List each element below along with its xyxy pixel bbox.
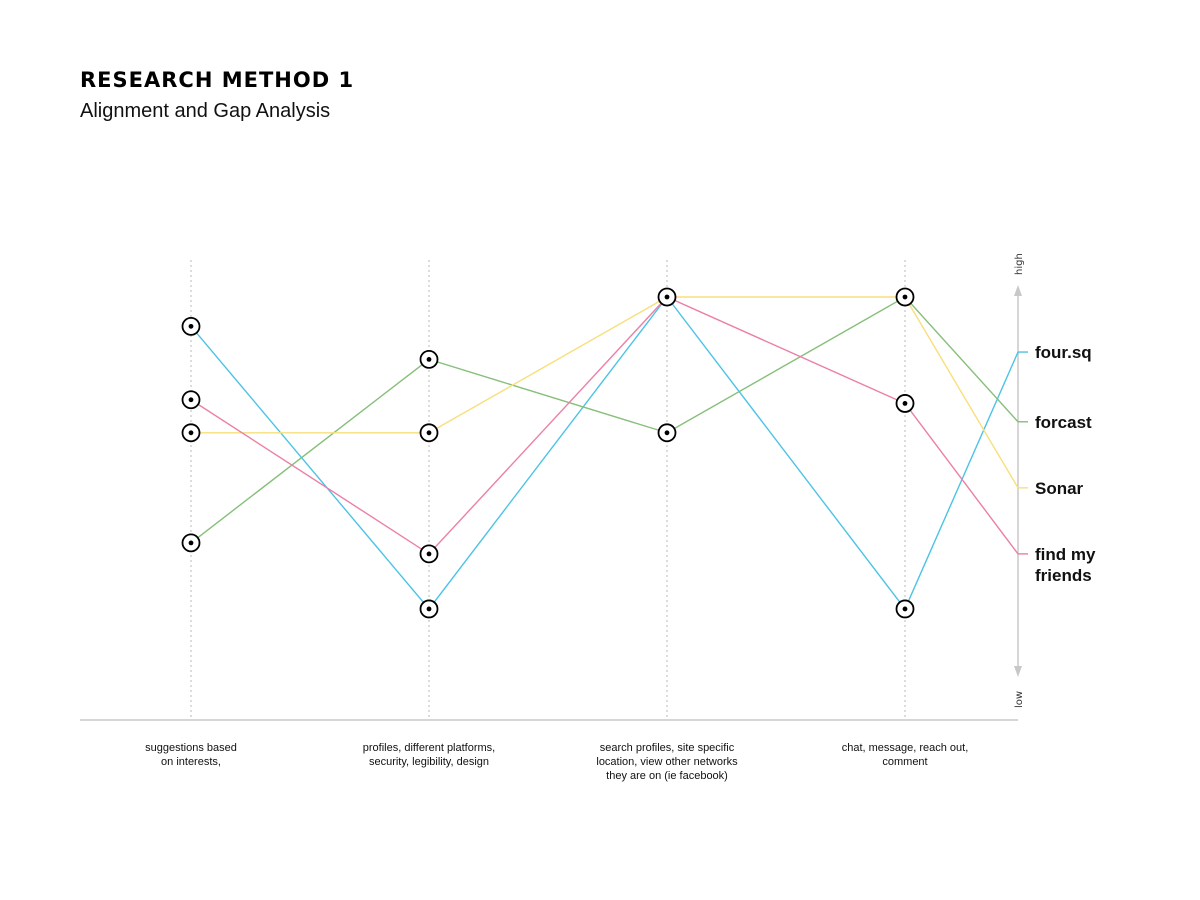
data-point-dot bbox=[188, 430, 194, 436]
category-label-1: suggestions based on interests, bbox=[145, 742, 237, 768]
labels-layer: suggestions based on interests, profiles, … bbox=[145, 343, 1096, 782]
legend-label-four-sq: four.sq bbox=[1035, 343, 1092, 362]
category-label-4: chat, message, reach out, comment bbox=[842, 742, 969, 768]
data-point-dot bbox=[426, 606, 432, 612]
data-point-dot bbox=[426, 430, 432, 436]
legend-label-forcast: forcast bbox=[1035, 413, 1092, 432]
y-axis-arrow-up-icon bbox=[1014, 285, 1022, 296]
data-point-four-sq-1 bbox=[181, 316, 201, 336]
series-line-find-my-friends bbox=[190, 296, 1019, 555]
y-axis-arrow-down-icon bbox=[1014, 666, 1022, 677]
data-point-four-sq-2 bbox=[419, 599, 439, 619]
data-point-forcast-1 bbox=[181, 533, 201, 553]
series-line-forcast bbox=[190, 296, 1019, 544]
series-line-sonar bbox=[191, 296, 1019, 489]
y-axis-high-label: high bbox=[1014, 253, 1025, 275]
data-point-forcast-3 bbox=[657, 423, 677, 443]
data-point-dot bbox=[902, 401, 908, 406]
data-point-forcast-2 bbox=[419, 349, 439, 369]
data-point-dot bbox=[188, 540, 194, 546]
lines-layer bbox=[190, 295, 1028, 611]
data-point-dot bbox=[426, 551, 432, 557]
category-label-2: profiles, different platforms, security, … bbox=[363, 742, 495, 768]
data-point-four-sq-3 bbox=[657, 287, 677, 307]
page-title: RESEARCH METHOD 1 bbox=[80, 68, 355, 92]
data-point-find-my-friends-1 bbox=[181, 390, 201, 410]
data-point-dot bbox=[664, 294, 670, 300]
page-subtitle: Alignment and Gap Analysis bbox=[80, 100, 331, 122]
points-layer bbox=[181, 287, 915, 619]
data-point-dot bbox=[426, 356, 432, 362]
data-point-forcast-4 bbox=[895, 287, 915, 307]
data-point-find-my-friends-4 bbox=[895, 394, 915, 413]
data-point-four-sq-4 bbox=[895, 599, 915, 619]
data-point-sonar-2 bbox=[419, 423, 439, 443]
axis-layer: high low bbox=[80, 253, 1025, 721]
data-point-dot bbox=[902, 606, 908, 612]
category-label-3: search profiles, site specific location, … bbox=[596, 742, 738, 782]
legend-label-find-my-friends: find my friends bbox=[1035, 545, 1096, 585]
data-point-dot bbox=[188, 397, 194, 403]
data-point-dot bbox=[664, 430, 670, 436]
data-point-sonar-1 bbox=[181, 423, 201, 443]
legend-label-sonar: Sonar bbox=[1035, 479, 1084, 498]
data-point-dot bbox=[188, 323, 194, 329]
y-axis-low-label: low bbox=[1014, 691, 1025, 708]
series-line-four-sq bbox=[190, 295, 1019, 611]
grid-layer bbox=[190, 260, 906, 720]
data-point-dot bbox=[902, 294, 908, 300]
data-point-find-my-friends-2 bbox=[419, 544, 439, 564]
